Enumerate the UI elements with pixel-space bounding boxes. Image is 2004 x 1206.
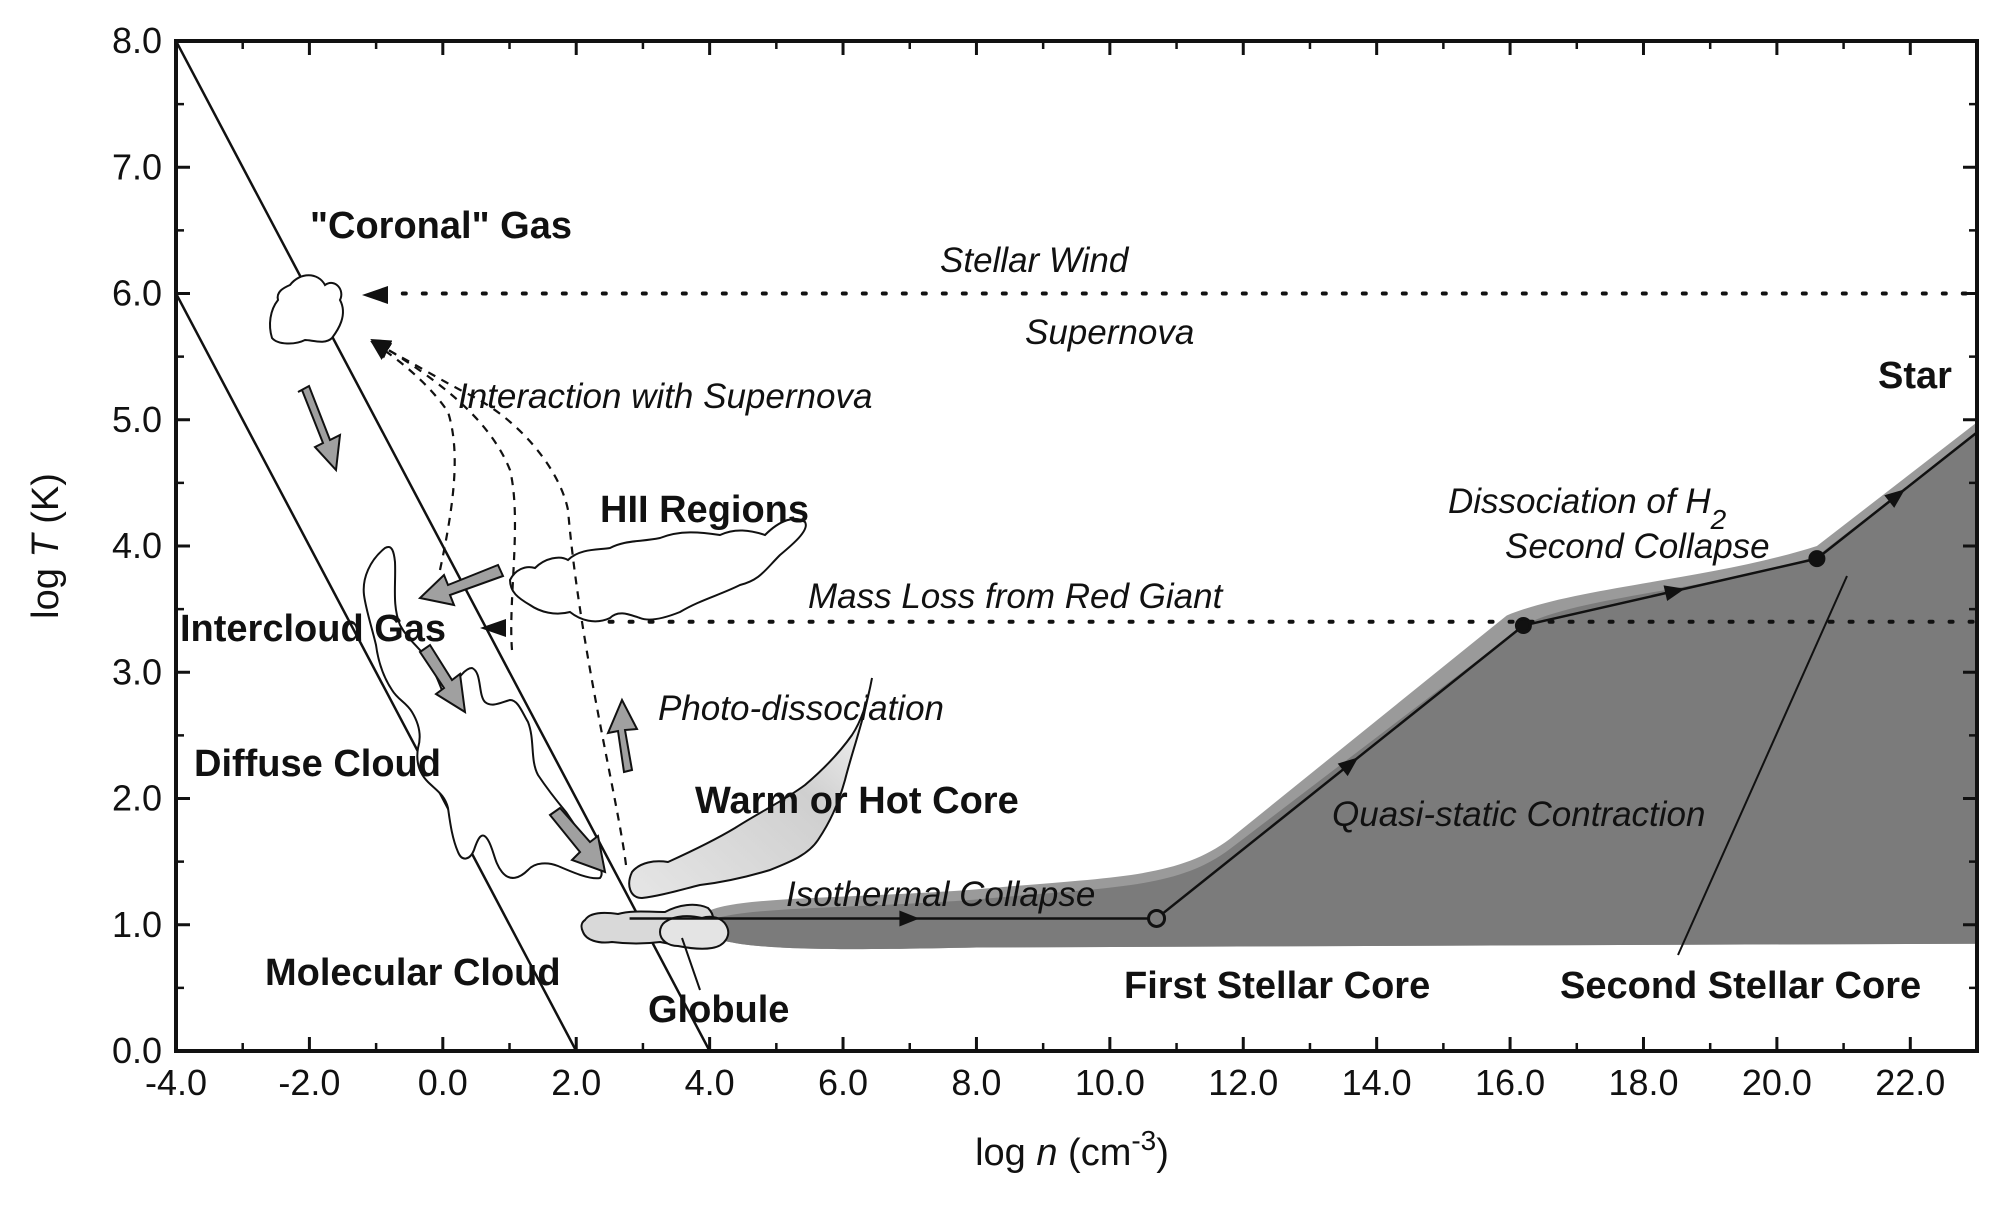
label-second-collapse: Second Collapse	[1505, 527, 1770, 566]
dashed-curve-3	[370, 340, 628, 866]
label-molecular-cloud: Molecular Cloud	[265, 952, 561, 994]
label-globule: Globule	[648, 989, 789, 1031]
x-tick-label: 18.0	[1608, 1062, 1678, 1103]
label-warm-hot-core: Warm or Hot Core	[695, 780, 1019, 822]
label-first-stellar-core: First Stellar Core	[1124, 965, 1430, 1007]
globule-blob	[658, 915, 730, 950]
globule-pointer	[681, 937, 701, 991]
label-mass-loss: Mass Loss from Red Giant	[808, 577, 1224, 616]
label-supernova: Supernova	[1025, 313, 1194, 352]
arrow-coronal-down	[297, 384, 342, 473]
track-arrowhead	[1884, 489, 1905, 508]
label-photo-dissociation: Photo-dissociation	[658, 689, 944, 728]
y-axis-title: log T (K)	[25, 473, 67, 619]
x-tick-label: 4.0	[685, 1062, 735, 1103]
x-tick-label: 14.0	[1342, 1062, 1412, 1103]
x-tick-label: 2.0	[551, 1062, 601, 1103]
hii-regions-cloud	[508, 517, 807, 623]
coronal-gas-cloud	[269, 274, 344, 345]
second-core-pointer	[1677, 575, 1848, 956]
y-tick-label: 7.0	[112, 146, 162, 187]
arrow-intercloud-down	[418, 643, 467, 714]
label-dissociation-h2: Dissociation of H2	[1448, 482, 1727, 535]
track-marker	[1808, 550, 1826, 568]
x-tick-label: 12.0	[1208, 1062, 1278, 1103]
y-tick-label: 4.0	[112, 525, 162, 566]
arrow-hii-to-intercloud	[417, 563, 505, 607]
x-axis-title: log n (cm-3)	[975, 1125, 1169, 1175]
track-arrowhead	[899, 910, 920, 927]
y-tick-label: 0.0	[112, 1030, 162, 1071]
label-isothermal-collapse: Isothermal Collapse	[786, 875, 1095, 914]
y-tick-label: 5.0	[112, 399, 162, 440]
label-hii-regions: HII Regions	[600, 489, 809, 531]
x-tick-label: 8.0	[951, 1062, 1001, 1103]
track-marker	[1514, 617, 1532, 635]
track-segment	[1155, 624, 1525, 920]
x-tick-label: 6.0	[818, 1062, 868, 1103]
evolution-track	[629, 431, 1978, 928]
stellar-region	[702, 432, 1977, 950]
diagonal-line-right	[176, 41, 711, 1051]
label-star: Star	[1878, 355, 1952, 397]
label-coronal-gas: "Coronal" Gas	[310, 205, 572, 247]
x-tick-label: 16.0	[1475, 1062, 1545, 1103]
block-arrows	[297, 384, 639, 874]
x-tick-label: -4.0	[145, 1062, 207, 1103]
track-arrowhead	[1337, 757, 1359, 777]
label-stellar-wind: Stellar Wind	[940, 241, 1130, 280]
x-tick-label: 20.0	[1742, 1062, 1812, 1103]
dashed-curve-1	[370, 340, 456, 571]
y-tick-label: 2.0	[112, 778, 162, 819]
label-diffuse-cloud: Diffuse Cloud	[194, 743, 441, 785]
track-marker	[1147, 908, 1167, 928]
y-tick-label: 3.0	[112, 651, 162, 692]
x-tick-label: 10.0	[1075, 1062, 1145, 1103]
y-tick-label: 1.0	[112, 904, 162, 945]
mass-loss-arrowhead	[480, 619, 506, 637]
dashed-curve-2	[370, 338, 517, 651]
arrow-photodissociation-up	[606, 697, 639, 774]
x-tick-label: 0.0	[418, 1062, 468, 1103]
track-arrowhead	[1663, 585, 1685, 601]
diagonal-line-left	[176, 292, 578, 1051]
arrow-diffuse-down	[548, 806, 607, 874]
y-tick-label: 8.0	[112, 20, 162, 61]
stellar-wind-arrowhead	[362, 286, 388, 304]
label-intercloud-gas: Intercloud Gas	[180, 608, 446, 650]
label-interaction-supernova: Interaction with Supernova	[458, 377, 872, 416]
y-tick-label: 6.0	[112, 273, 162, 314]
warm-hot-core-region	[628, 677, 873, 900]
axis-ticks: -4.0 -2.0 0.0 2.0 4.0 6.0 8.0 10.0 12.0 14.0 16.0 1…	[112, 20, 1977, 1103]
supernova-dashed-curves	[370, 338, 628, 866]
label-second-stellar-core: Second Stellar Core	[1560, 965, 1921, 1007]
x-tick-label: 22.0	[1875, 1062, 1945, 1103]
label-quasi-static: Quasi-static Contraction	[1332, 795, 1705, 834]
x-tick-label: -2.0	[278, 1062, 340, 1103]
